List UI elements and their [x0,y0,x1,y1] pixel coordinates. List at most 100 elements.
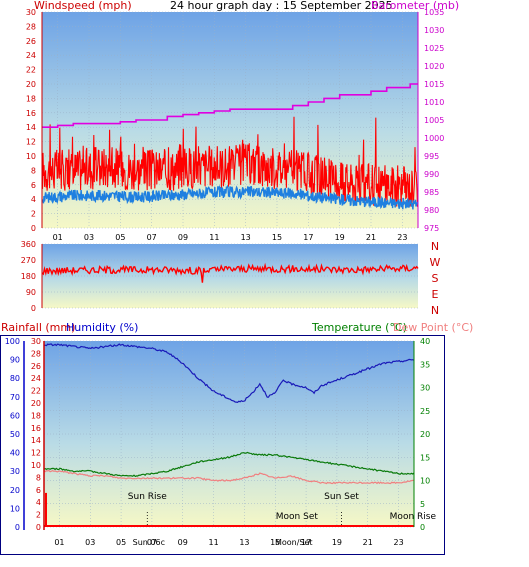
temperature-tick-label: 25 [420,407,430,416]
rainfall-tick-label: 16 [31,424,41,433]
x-tick-label: 03 [85,538,95,547]
barometer-tick-label: 1010 [424,98,444,107]
windspeed-tick-label: 10 [26,152,36,161]
barometer-axis-title: Barometer (mb) [371,0,459,12]
direction-tick-label: 180 [21,272,36,281]
rainfall-tick-label: 22 [31,387,41,396]
rainfall-tick-label: 4 [36,498,41,507]
windspeed-tick-label: 20 [26,80,36,89]
humidity-tick-label: 10 [10,504,20,513]
x-tick-label: 09 [178,538,188,547]
direction-tick-label: 270 [21,256,36,265]
barometer-tick-label: 995 [424,152,439,161]
chart-title: 24 hour graph day : 15 September 2025 [170,0,393,12]
x-tick-label: 19 [332,538,342,547]
windspeed-tick-label: 2 [31,210,36,219]
x-tick-label: 23 [397,233,407,242]
temperature-tick-label: 35 [420,360,430,369]
x-tick-label: 03 [84,233,94,242]
dewpoint-series [43,469,415,485]
direction-tick-label: 90 [26,288,36,297]
humidity-tick-label: 0 [15,523,20,532]
barometer-tick-label: 980 [424,206,439,215]
barometer-tick-label: 1020 [424,62,444,71]
average-wind-series [41,184,419,210]
barometer-tick-label: 1030 [424,26,444,35]
barometer-tick-label: 1005 [424,116,444,125]
temperature-tick-label: 10 [420,477,430,486]
rainfall-axis-title: Rainfall (mm) [1,321,75,334]
windspeed-axis-title: Windspeed (mph) [34,0,132,12]
annotation-label: Sun Set [324,492,359,502]
barometer-tick-label: 990 [424,170,439,179]
compass-label: E [432,288,439,301]
x-tick-label: 19 [335,233,345,242]
x-tick-label: 01 [54,538,64,547]
direction-tick-label: 0 [31,304,36,313]
x-tick-label: 23 [393,538,403,547]
rainfall-tick-label: 14 [31,436,41,445]
x-tick-label: 15 [272,233,282,242]
temperature-tick-label: 5 [420,500,425,509]
direction-panel-series [41,262,419,283]
x-tick-label: 07 [147,538,157,547]
direction-panel-background [42,244,418,308]
windspeed-tick-label: 16 [26,109,36,118]
humidity-tick-label: 50 [10,430,20,439]
humidity-tick-label: 20 [10,486,20,495]
x-tick-moonset-label: Moon/Set [275,538,313,547]
temperature-tick-label: 30 [420,384,430,393]
rainfall-tick-label: 26 [31,362,41,371]
wind-panel-x-ticks: 01 03 05 07 09 11 13 15 17 19 21 23 [53,233,408,242]
x-tick-label: 11 [209,233,219,242]
rainfall-tick-label: 10 [31,461,41,470]
temperature-axis-title: Temperature (°C) [311,321,407,334]
direction-series [41,262,419,283]
x-tick-label: 17 [301,538,311,547]
barometer-tick-label: 985 [424,188,439,197]
rainfall-tick-label: 6 [36,486,41,495]
humidity-tick-label: 60 [10,411,20,420]
humidity-tick-label: 70 [10,393,20,402]
windspeed-tick-label: 22 [26,66,36,75]
humidity-axis-title: Humidity (%) [66,321,138,334]
rainfall-tick-label: 8 [36,473,41,482]
rainfall-tick-label: 2 [36,511,41,520]
x-tick-label: 07 [147,233,157,242]
bottom-panel-annotations: Sun Rise Sun Set Moon Set Moon Rise [128,492,436,527]
windspeed-tick-label: 4 [31,195,36,204]
temperature-tick-label: 20 [420,430,430,439]
bottom-panel-grid [44,340,414,528]
barometer-tick-label: 1035 [424,8,444,17]
rainfall-tick-label: 0 [36,523,41,532]
barometer-tick-label: 1015 [424,80,444,89]
temperature-tick-label: 15 [420,453,430,462]
windspeed-tick-label: 12 [26,138,36,147]
windspeed-tick-label: 18 [26,94,36,103]
bottom-panel-background [44,341,414,527]
rainfall-tick-label: 30 [31,337,41,346]
windspeed-tick-label: 26 [26,37,36,46]
x-tick-sunrise-label: Sun 06c [133,538,165,547]
rainfall-tick-label: 12 [31,449,41,458]
wind-panel-axes: 0246810121416182022242628309759809859909… [26,8,445,233]
bottom-panel-axes: 0246810121416182022242628300102030405060… [5,337,430,532]
windspeed-tick-label: 14 [26,123,36,132]
compass-label: N [431,240,439,253]
humidity-tick-label: 90 [10,356,20,365]
x-tick-label: 05 [116,538,126,547]
windspeed-tick-label: 8 [31,166,36,175]
compass-label: N [431,304,439,317]
temperature-series [43,451,415,478]
wind-panel-series [41,83,419,210]
barometer-tick-label: 1000 [424,134,444,143]
barometer-tick-label: 975 [424,224,439,233]
bottom-panel-series [43,343,415,527]
humidity-tick-label: 30 [10,467,20,476]
x-tick-label: 13 [241,233,251,242]
windspeed-tick-label: 30 [26,8,36,17]
windspeed-tick-label: 24 [26,51,36,60]
dewpoint-axis-title: Dew Point (°C) [393,321,473,334]
